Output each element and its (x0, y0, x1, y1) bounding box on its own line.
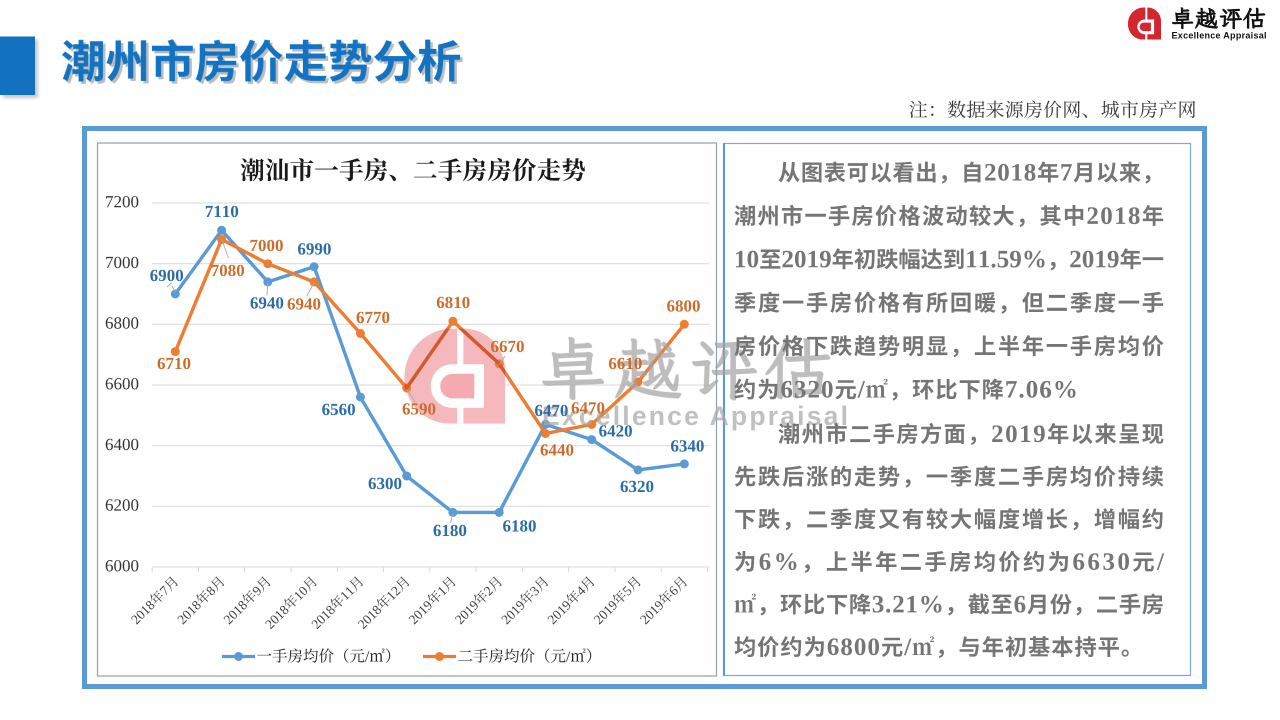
svg-text:Excellence Appraisal: Excellence Appraisal (542, 401, 850, 431)
svg-text:Excellence Appraisal: Excellence Appraisal (1172, 31, 1267, 41)
